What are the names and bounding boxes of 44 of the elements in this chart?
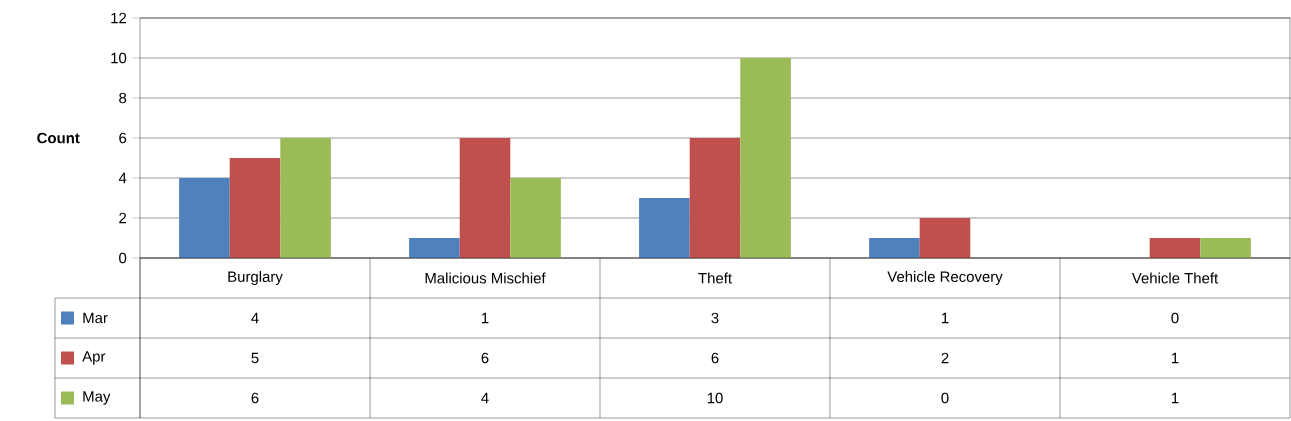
data-label: 3	[711, 312, 719, 324]
y-tick-label: 8	[119, 92, 127, 104]
y-tick-label: 12	[111, 12, 127, 24]
y-tick-label: 6	[119, 132, 127, 144]
data-label: 10	[707, 392, 723, 404]
y-tick-label: 4	[118, 172, 127, 184]
legend-label: May	[83, 391, 111, 405]
bar	[229, 158, 281, 258]
bar	[689, 138, 741, 258]
bar	[510, 178, 561, 258]
y-tick-label: 10	[111, 52, 127, 64]
data-label: 1	[941, 312, 949, 324]
x-tick-label: Burglary	[228, 271, 283, 285]
x-tick-label: Vehicle Recovery	[887, 271, 1003, 285]
bar	[740, 58, 791, 258]
bar	[459, 138, 511, 258]
y-axis-title: Count	[37, 132, 80, 144]
bar	[1149, 238, 1201, 258]
data-label: 6	[711, 352, 719, 364]
data-label: 6	[251, 392, 259, 404]
data-label: 4	[251, 312, 259, 324]
x-tick-label: Theft	[698, 272, 732, 284]
bar	[639, 198, 690, 258]
data-label: 2	[941, 352, 949, 364]
bar	[869, 238, 920, 258]
bar	[179, 178, 230, 258]
y-tick-label: 2	[119, 212, 127, 224]
legend-label: Apr	[82, 351, 106, 365]
data-label: 0	[1171, 312, 1179, 324]
bar	[280, 138, 331, 258]
x-tick-label: Malicious Mischief	[425, 272, 546, 284]
data-label: 1	[1171, 392, 1179, 404]
bar	[1200, 238, 1251, 258]
x-tick-label: Vehicle Theft	[1131, 272, 1219, 284]
data-label: 1	[481, 312, 489, 324]
bar	[409, 238, 460, 258]
bar	[919, 218, 971, 258]
data-label: 1	[1171, 352, 1179, 364]
data-label: 4	[481, 392, 489, 404]
data-label: 6	[481, 352, 489, 364]
y-tick-label: 0	[119, 252, 127, 264]
legend-label: Mar	[83, 312, 108, 324]
data-label: 5	[251, 352, 259, 364]
data-label: 0	[941, 392, 949, 404]
